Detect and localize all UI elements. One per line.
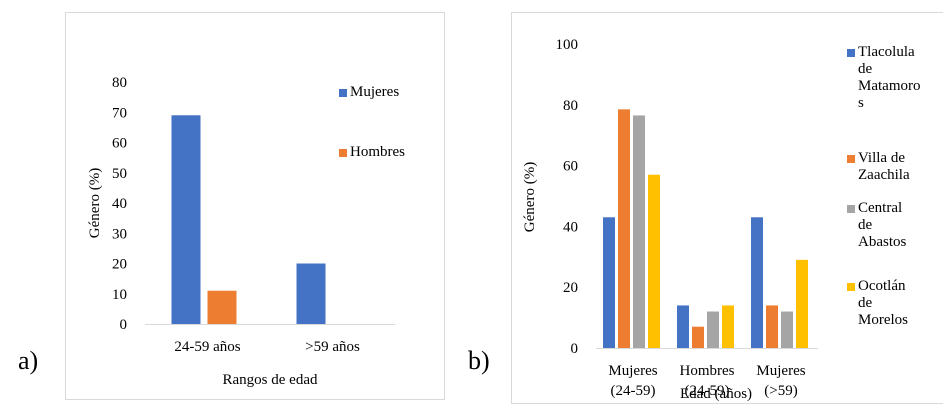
bar bbox=[707, 311, 719, 348]
bar bbox=[692, 326, 704, 348]
y-tick-label: 80 bbox=[112, 75, 127, 91]
y-tick-label: 20 bbox=[563, 280, 578, 296]
legend-item: Tlacolula de Matamoro s bbox=[847, 44, 920, 112]
legend-item: Ocotlán de Morelos bbox=[847, 278, 908, 329]
x-tick-label: (24-59) bbox=[611, 383, 656, 399]
x-axis-title: Edad (años) bbox=[680, 386, 752, 402]
bar bbox=[766, 305, 778, 348]
legend-item: Central de Abastos bbox=[847, 200, 906, 251]
legend-item: Mujeres bbox=[339, 84, 399, 101]
legend-swatch bbox=[847, 283, 855, 291]
y-tick-label: 100 bbox=[556, 37, 579, 53]
x-tick-label: Mujeres bbox=[756, 363, 805, 379]
y-tick-label: 20 bbox=[112, 257, 127, 273]
y-tick-label: 60 bbox=[563, 159, 578, 175]
legend-item: Villa de Zaachila bbox=[847, 150, 910, 184]
bar bbox=[207, 290, 237, 324]
legend-label: Central de Abastos bbox=[858, 200, 907, 250]
y-tick-label: 0 bbox=[120, 317, 128, 333]
y-tick-label: 70 bbox=[112, 105, 127, 121]
legend-swatch bbox=[339, 149, 347, 157]
x-tick-label: (>59) bbox=[764, 383, 797, 399]
x-tick-label: Mujeres bbox=[608, 363, 657, 379]
bar bbox=[618, 109, 630, 348]
bar bbox=[796, 259, 808, 348]
bar bbox=[633, 115, 645, 348]
panel-b-label: b) bbox=[468, 346, 490, 375]
y-tick-label: 50 bbox=[112, 166, 127, 182]
y-tick-label: 10 bbox=[112, 287, 127, 303]
y-tick-label: 30 bbox=[112, 226, 127, 242]
bar bbox=[677, 305, 689, 348]
legend-label: Mujeres bbox=[350, 84, 400, 100]
bar bbox=[603, 217, 615, 348]
x-tick-label: Hombres bbox=[680, 363, 735, 379]
panel-a-label: a) bbox=[18, 346, 39, 375]
legend-label: Tlacolula de Matamoro s bbox=[858, 44, 921, 111]
legend-label: Villa de Zaachila bbox=[858, 150, 910, 183]
bar bbox=[781, 311, 793, 348]
y-tick-label: 40 bbox=[563, 219, 578, 235]
y-tick-label: 60 bbox=[112, 136, 127, 152]
chart-a-frame bbox=[65, 12, 445, 400]
bar bbox=[648, 174, 660, 348]
y-tick-label: 0 bbox=[571, 341, 579, 357]
y-tick-label: 80 bbox=[563, 98, 578, 114]
bar bbox=[171, 115, 201, 325]
legend-label: Ocotlán de Morelos bbox=[858, 278, 908, 328]
x-tick-label: 24-59 años bbox=[174, 339, 240, 355]
x-tick-label: (24-59) bbox=[685, 383, 730, 399]
legend-swatch bbox=[847, 155, 855, 163]
bar bbox=[722, 305, 734, 348]
bar bbox=[296, 263, 326, 324]
x-axis-title: Rangos de edad bbox=[223, 372, 318, 388]
legend-label: Hombres bbox=[350, 144, 405, 160]
legend-swatch bbox=[339, 89, 347, 97]
bar bbox=[751, 217, 763, 348]
y-tick-label: 40 bbox=[112, 196, 127, 212]
x-tick-label: >59 años bbox=[305, 339, 360, 355]
legend-item: Hombres bbox=[339, 144, 405, 161]
legend-swatch bbox=[847, 49, 855, 57]
y-axis-title: Género (%) bbox=[87, 168, 103, 238]
legend-swatch bbox=[847, 205, 855, 213]
y-axis-title: Género (%) bbox=[522, 162, 538, 232]
